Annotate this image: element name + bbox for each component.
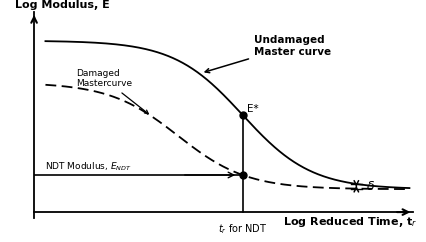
Text: Damaged
Mastercurve: Damaged Mastercurve xyxy=(76,69,148,114)
Text: Undamaged
Master curve: Undamaged Master curve xyxy=(205,35,331,73)
Text: NDT Modulus, $E_{NDT}$: NDT Modulus, $E_{NDT}$ xyxy=(46,160,132,173)
Text: E*: E* xyxy=(247,104,259,114)
Text: $t_r$ for NDT: $t_r$ for NDT xyxy=(218,223,267,236)
Text: $\delta$: $\delta$ xyxy=(366,180,375,193)
Text: Log Modulus, E: Log Modulus, E xyxy=(15,0,110,10)
Text: Log Reduced Time, t$_r$: Log Reduced Time, t$_r$ xyxy=(283,215,417,229)
